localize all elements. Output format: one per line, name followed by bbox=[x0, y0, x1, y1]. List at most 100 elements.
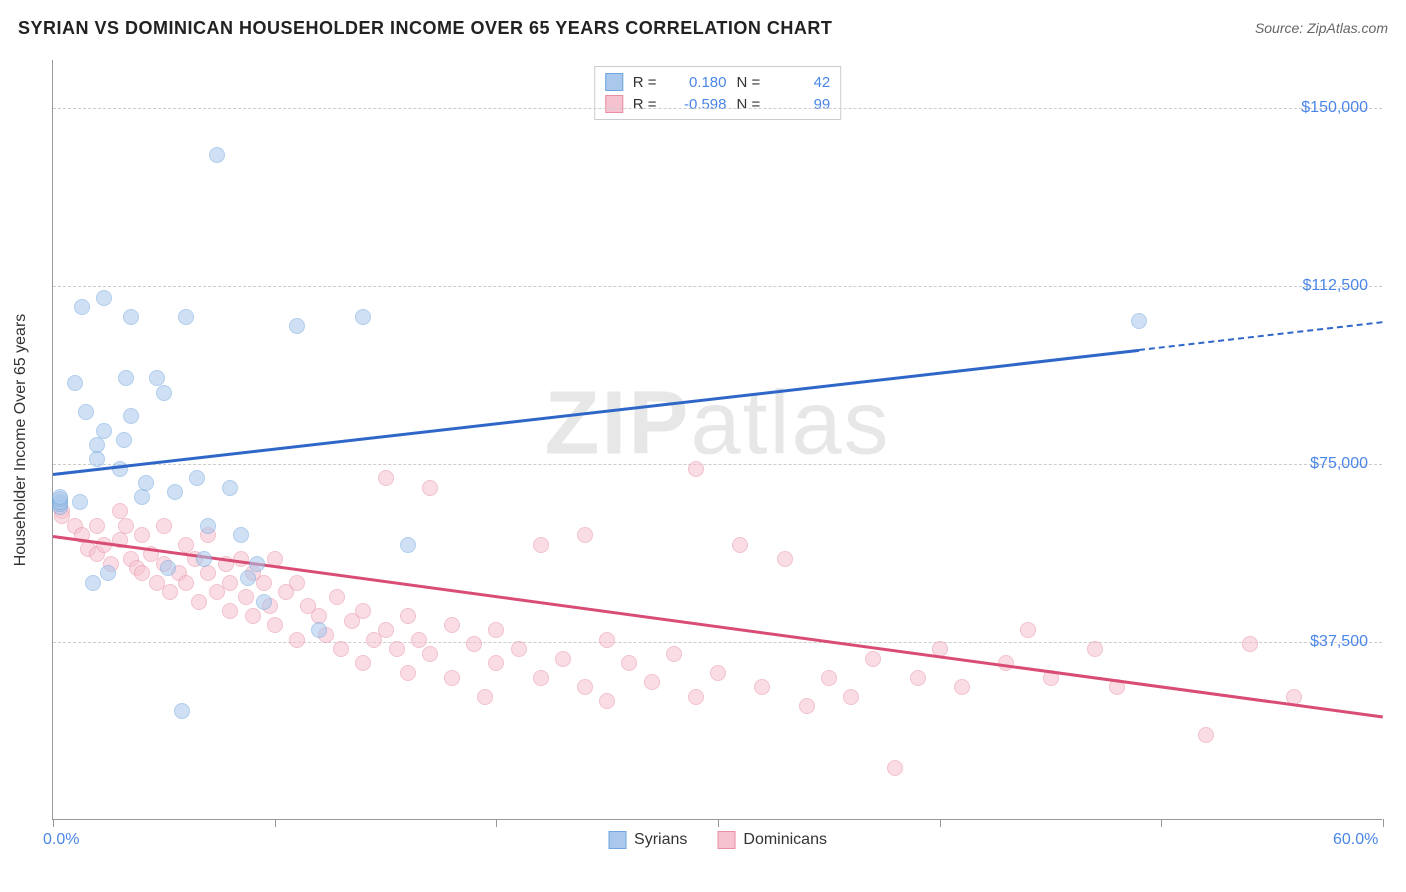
point-dominicans bbox=[1198, 727, 1214, 743]
y-tick-label: $112,500 bbox=[1302, 277, 1368, 295]
point-dominicans bbox=[411, 632, 427, 648]
point-dominicans bbox=[245, 608, 261, 624]
point-dominicans bbox=[289, 632, 305, 648]
point-dominicans bbox=[533, 537, 549, 553]
point-dominicans bbox=[754, 679, 770, 695]
point-syrians bbox=[123, 408, 139, 424]
gridline bbox=[53, 642, 1382, 643]
point-dominicans bbox=[222, 575, 238, 591]
x-tick-mark bbox=[275, 819, 276, 827]
point-dominicans bbox=[887, 760, 903, 776]
x-tick-mark bbox=[1383, 819, 1384, 827]
point-syrians bbox=[123, 309, 139, 325]
point-dominicans bbox=[710, 665, 726, 681]
point-dominicans bbox=[688, 461, 704, 477]
gridline bbox=[53, 464, 1382, 465]
point-dominicans bbox=[621, 655, 637, 671]
point-dominicans bbox=[162, 584, 178, 600]
point-dominicans bbox=[488, 622, 504, 638]
point-dominicans bbox=[289, 575, 305, 591]
trendline-syrians bbox=[1139, 321, 1383, 351]
gridline bbox=[53, 286, 1382, 287]
point-syrians bbox=[209, 147, 225, 163]
x-tick-mark bbox=[718, 819, 719, 827]
point-syrians bbox=[200, 518, 216, 534]
point-dominicans bbox=[777, 551, 793, 567]
y-tick-label: $150,000 bbox=[1301, 99, 1368, 117]
point-dominicans bbox=[178, 575, 194, 591]
point-syrians bbox=[189, 470, 205, 486]
swatch-syrians bbox=[608, 831, 626, 849]
point-syrians bbox=[249, 556, 265, 572]
point-syrians bbox=[78, 404, 94, 420]
point-dominicans bbox=[511, 641, 527, 657]
y-tick-label: $37,500 bbox=[1310, 633, 1368, 651]
legend-row-dominicans: R = -0.598 N = 99 bbox=[605, 93, 831, 115]
point-dominicans bbox=[599, 693, 615, 709]
x-tick-mark bbox=[1161, 819, 1162, 827]
point-dominicans bbox=[256, 575, 272, 591]
point-syrians bbox=[138, 475, 154, 491]
point-dominicans bbox=[666, 646, 682, 662]
point-dominicans bbox=[599, 632, 615, 648]
point-dominicans bbox=[400, 608, 416, 624]
x-tick-mark bbox=[940, 819, 941, 827]
point-dominicans bbox=[577, 679, 593, 695]
point-dominicans bbox=[422, 480, 438, 496]
watermark-text: ZIPatlas bbox=[544, 373, 890, 476]
point-dominicans bbox=[910, 670, 926, 686]
point-dominicans bbox=[134, 527, 150, 543]
correlation-legend: R = 0.180 N = 42 R = -0.598 N = 99 bbox=[594, 66, 842, 120]
n-value-dominicans: 99 bbox=[770, 96, 830, 113]
point-syrians bbox=[52, 489, 68, 505]
point-dominicans bbox=[333, 641, 349, 657]
r-label: R = bbox=[633, 74, 657, 91]
n-label: N = bbox=[737, 74, 761, 91]
y-tick-label: $75,000 bbox=[1310, 455, 1368, 473]
point-syrians bbox=[96, 423, 112, 439]
chart-title: SYRIAN VS DOMINICAN HOUSEHOLDER INCOME O… bbox=[18, 18, 832, 38]
point-dominicans bbox=[118, 518, 134, 534]
point-syrians bbox=[400, 537, 416, 553]
point-dominicans bbox=[865, 651, 881, 667]
point-dominicans bbox=[1242, 636, 1258, 652]
n-label: N = bbox=[737, 96, 761, 113]
gridline bbox=[53, 108, 1382, 109]
point-dominicans bbox=[954, 679, 970, 695]
point-syrians bbox=[196, 551, 212, 567]
point-syrians bbox=[1131, 313, 1147, 329]
point-syrians bbox=[240, 570, 256, 586]
point-dominicans bbox=[799, 698, 815, 714]
point-syrians bbox=[89, 451, 105, 467]
point-syrians bbox=[72, 494, 88, 510]
point-dominicans bbox=[89, 518, 105, 534]
point-syrians bbox=[100, 565, 116, 581]
point-dominicans bbox=[422, 646, 438, 662]
point-dominicans bbox=[732, 537, 748, 553]
point-dominicans bbox=[555, 651, 571, 667]
r-value-syrians: 0.180 bbox=[667, 74, 727, 91]
point-syrians bbox=[256, 594, 272, 610]
r-value-dominicans: -0.598 bbox=[667, 96, 727, 113]
point-dominicans bbox=[200, 565, 216, 581]
x-tick-mark bbox=[496, 819, 497, 827]
point-dominicans bbox=[355, 655, 371, 671]
legend-item-syrians: Syrians bbox=[608, 831, 687, 849]
point-dominicans bbox=[1020, 622, 1036, 638]
legend-label-syrians: Syrians bbox=[634, 831, 687, 849]
swatch-dominicans bbox=[605, 95, 623, 113]
point-syrians bbox=[156, 385, 172, 401]
point-dominicans bbox=[134, 565, 150, 581]
point-syrians bbox=[116, 432, 132, 448]
source-label: Source: ZipAtlas.com bbox=[1255, 20, 1388, 36]
y-axis-title: Householder Income Over 65 years bbox=[12, 313, 30, 566]
point-dominicans bbox=[843, 689, 859, 705]
point-syrians bbox=[67, 375, 83, 391]
point-dominicans bbox=[644, 674, 660, 690]
point-syrians bbox=[118, 370, 134, 386]
point-dominicans bbox=[156, 518, 172, 534]
x-tick-mark bbox=[53, 819, 54, 827]
point-syrians bbox=[85, 575, 101, 591]
n-value-syrians: 42 bbox=[770, 74, 830, 91]
point-dominicans bbox=[1087, 641, 1103, 657]
